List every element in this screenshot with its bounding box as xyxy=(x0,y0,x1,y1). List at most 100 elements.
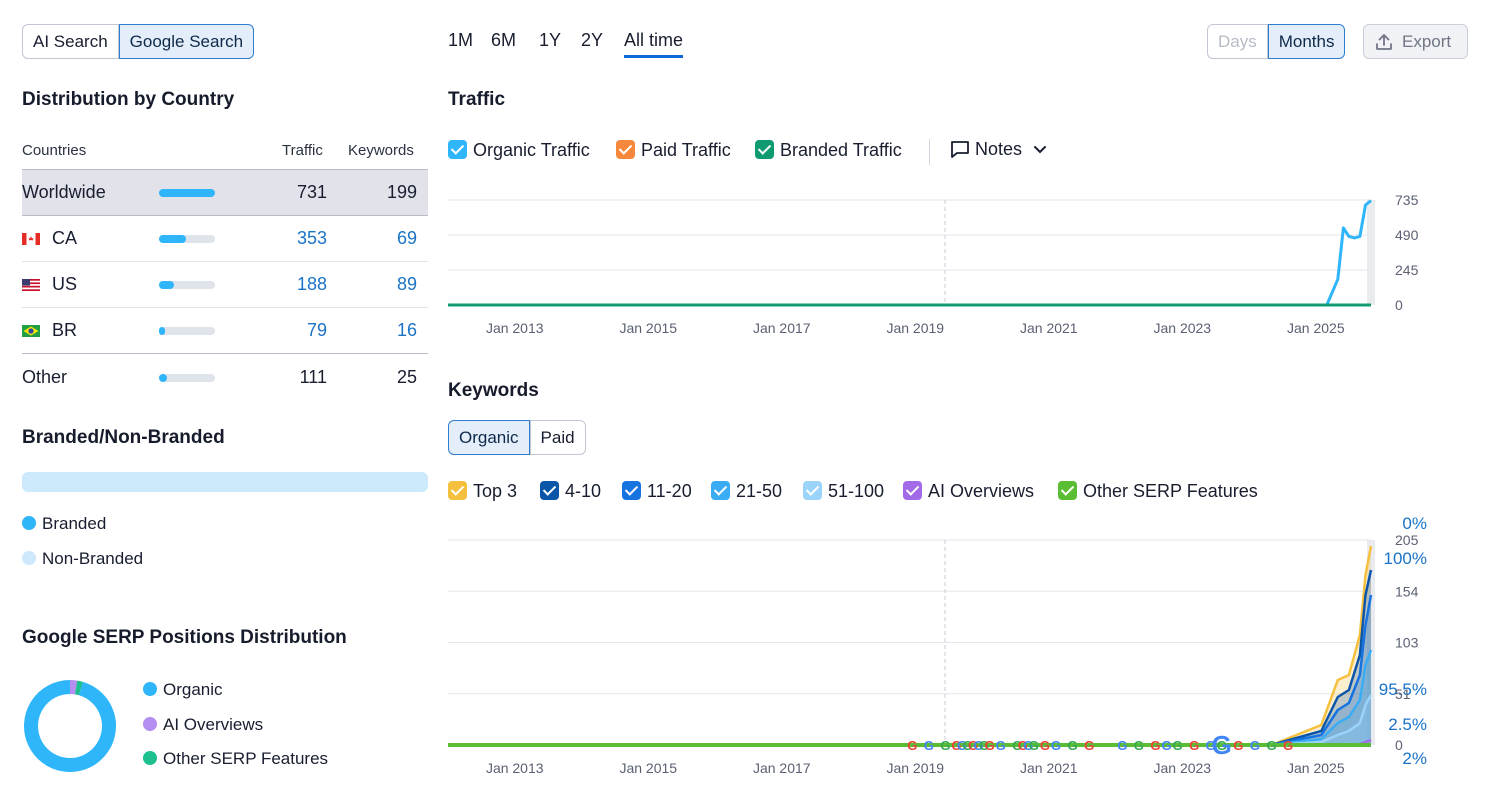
organic-tab-button[interactable]: Organic xyxy=(448,420,530,455)
other-serp-dot-icon xyxy=(143,751,157,765)
check-icon xyxy=(622,481,641,500)
country-name[interactable]: BR xyxy=(52,320,78,340)
x-tick-label: Jan 2013 xyxy=(486,760,544,776)
traffic-value[interactable]: 353 xyxy=(296,228,327,248)
series-line-0 xyxy=(448,199,1372,307)
traffic-value[interactable]: 79 xyxy=(306,320,327,340)
traffic-value[interactable]: 188 xyxy=(296,274,327,294)
traffic-share-bar xyxy=(159,281,215,289)
tab-1m[interactable]: 1M xyxy=(448,30,474,50)
google-feature-icon: G xyxy=(1212,730,1232,760)
google-feature-icon: G xyxy=(924,738,934,753)
check-icon xyxy=(448,481,467,500)
legend-label: Paid Traffic xyxy=(641,140,731,160)
country-row-ca[interactable]: CA 353 69 xyxy=(22,216,428,262)
country-name: Worldwide xyxy=(22,182,106,202)
keywords-value[interactable]: 89 xyxy=(396,274,417,294)
serp-organic-value[interactable]: 95.5% xyxy=(1378,680,1427,699)
branded-value[interactable]: 0% xyxy=(1402,514,1427,533)
google-feature-icon: G xyxy=(1217,738,1227,753)
paid-tab-button[interactable]: Paid xyxy=(529,420,586,455)
serp-legend-other: Other SERP Features xyxy=(143,749,328,769)
days-button[interactable]: Days xyxy=(1207,24,1268,59)
branded-share-bar xyxy=(22,472,428,492)
col-header-traffic: Traffic xyxy=(282,142,323,159)
serp-other-value[interactable]: 2% xyxy=(1402,749,1427,768)
country-name[interactable]: US xyxy=(52,274,78,294)
traffic-share-bar xyxy=(159,235,215,243)
country-name[interactable]: CA xyxy=(52,228,78,248)
x-tick-label: Jan 2025 xyxy=(1287,760,1345,776)
pos-4-10-checkbox[interactable]: 4-10 xyxy=(540,481,601,502)
check-icon xyxy=(803,481,822,500)
pos-21-50-checkbox[interactable]: 21-50 xyxy=(711,481,782,502)
series-area-3 xyxy=(448,650,1371,745)
series-line-1 xyxy=(448,569,1373,747)
traffic-share-fill xyxy=(159,235,186,243)
series-line-3 xyxy=(448,649,1373,747)
y-tick-label: 245 xyxy=(1395,262,1419,278)
traffic-value: 731 xyxy=(296,182,327,202)
serp-ai-overviews-value[interactable]: 2.5% xyxy=(1388,715,1427,734)
tab-1y[interactable]: 1Y xyxy=(539,30,562,50)
google-feature-icon: G xyxy=(996,738,1006,753)
organic-traffic-checkbox[interactable]: Organic Traffic xyxy=(448,140,590,161)
export-label: Export xyxy=(1402,32,1452,51)
us-flag-icon xyxy=(22,279,40,291)
google-feature-icon: G xyxy=(1266,738,1276,753)
other-serp-features-checkbox[interactable]: Other SERP Features xyxy=(1058,481,1258,502)
google-feature-icon: G xyxy=(1117,738,1127,753)
chevron-down-icon xyxy=(1034,146,1047,154)
top3-checkbox[interactable]: Top 3 xyxy=(448,481,517,502)
ai-search-button[interactable]: AI Search xyxy=(22,24,119,59)
legend-label: Branded Traffic xyxy=(780,140,902,160)
notes-dropdown[interactable]: Notes xyxy=(949,139,1047,160)
google-feature-icon: G xyxy=(1029,738,1039,753)
legend-label: 11-20 xyxy=(647,481,692,501)
country-row-br[interactable]: BR 79 16 xyxy=(22,308,428,354)
tab-6m[interactable]: 6M xyxy=(491,30,517,50)
x-tick-label: Jan 2015 xyxy=(619,760,677,776)
nonbranded-dot-icon xyxy=(22,551,36,565)
x-tick-label: Jan 2013 xyxy=(486,320,544,336)
serp-label: Organic xyxy=(163,680,223,699)
x-tick-label: Jan 2017 xyxy=(753,760,811,776)
tab-2y[interactable]: 2Y xyxy=(581,30,604,50)
country-row-us[interactable]: US 188 89 xyxy=(22,262,428,308)
country-row-worldwide[interactable]: Worldwide 731 199 xyxy=(22,170,428,216)
y-tick-label: 0 xyxy=(1395,297,1403,313)
traffic-share-fill xyxy=(159,189,215,197)
paid-traffic-checkbox[interactable]: Paid Traffic xyxy=(616,140,731,161)
google-feature-icon: G xyxy=(985,738,995,753)
check-icon xyxy=(755,140,774,159)
ai-overviews-checkbox[interactable]: AI Overviews xyxy=(903,481,1034,502)
google-feature-icon: G xyxy=(1012,738,1022,753)
traffic-share-bar xyxy=(159,189,215,197)
keywords-value[interactable]: 16 xyxy=(396,320,417,340)
series-area-1 xyxy=(448,570,1371,745)
donut-slice-2 xyxy=(74,680,83,696)
google-feature-icon: G xyxy=(1233,738,1243,753)
check-icon xyxy=(448,140,467,159)
donut-slice-0 xyxy=(24,680,116,772)
x-tick-label: Jan 2025 xyxy=(1287,320,1345,336)
google-search-button[interactable]: Google Search xyxy=(118,24,255,59)
traffic-value: 111 xyxy=(299,367,327,387)
branded-title: Branded/Non-Branded xyxy=(22,427,225,448)
pos-11-20-checkbox[interactable]: 11-20 xyxy=(622,481,692,502)
keywords-value[interactable]: 69 xyxy=(396,228,417,248)
branded-legend: Branded xyxy=(22,514,106,534)
google-feature-icon: G xyxy=(1161,738,1171,753)
x-tick-label: Jan 2019 xyxy=(886,760,944,776)
pos-51-100-checkbox[interactable]: 51-100 xyxy=(803,481,884,502)
export-button[interactable]: Export xyxy=(1363,24,1468,59)
months-button[interactable]: Months xyxy=(1267,24,1346,59)
google-feature-icon: G xyxy=(940,738,950,753)
nonbranded-value[interactable]: 100% xyxy=(1383,549,1427,568)
legend-label: Other SERP Features xyxy=(1083,481,1258,501)
tab-all-time[interactable]: All time xyxy=(624,30,684,58)
series-line-2 xyxy=(448,594,1373,747)
branded-traffic-checkbox[interactable]: Branded Traffic xyxy=(755,140,902,161)
check-icon xyxy=(903,481,922,500)
legend-label: Top 3 xyxy=(473,481,518,501)
